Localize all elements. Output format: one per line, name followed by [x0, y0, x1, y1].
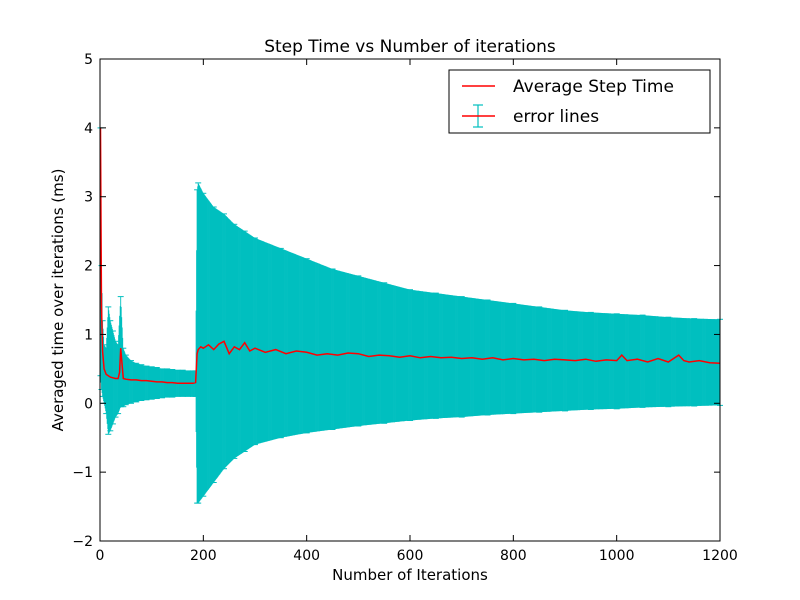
legend-label-average-step-time: Average Step Time — [513, 77, 674, 97]
y-axis: −2 −1 0 1 2 3 4 5 — [72, 52, 720, 550]
errorbar-series — [97, 127, 723, 504]
legend-label-error-lines: error lines — [513, 107, 599, 127]
y-tick-label: 4 — [84, 121, 93, 137]
x-tick-label: 200 — [190, 548, 217, 564]
chart-title: Step Time vs Number of iterations — [264, 37, 556, 57]
x-tick-label: 0 — [96, 548, 105, 564]
x-tick-label: 1200 — [702, 548, 738, 564]
y-tick-label: 1 — [84, 327, 93, 343]
series-line-average-step-time — [99, 127, 721, 385]
x-axis-label: Number of Iterations — [332, 566, 488, 584]
x-axis: 0 200 400 600 800 1000 1200 — [96, 59, 738, 564]
legend-swatch-error-lines — [462, 104, 495, 128]
y-tick-label: 5 — [84, 52, 93, 68]
y-tick-label: 3 — [84, 190, 93, 206]
y-tick-label: 0 — [84, 396, 93, 412]
x-tick-label: 600 — [397, 548, 424, 564]
y-tick-label: 2 — [84, 259, 93, 275]
legend-box — [448, 69, 711, 134]
y-axis-label: Averaged time over iterations (ms) — [49, 169, 67, 432]
y-tick-label: −2 — [72, 534, 93, 550]
x-tick-label: 800 — [500, 548, 527, 564]
x-tick-label: 1000 — [599, 548, 635, 564]
legend: Average Step Time error lines — [448, 69, 711, 134]
x-tick-label: 400 — [293, 548, 320, 564]
y-tick-label: −1 — [72, 465, 93, 481]
